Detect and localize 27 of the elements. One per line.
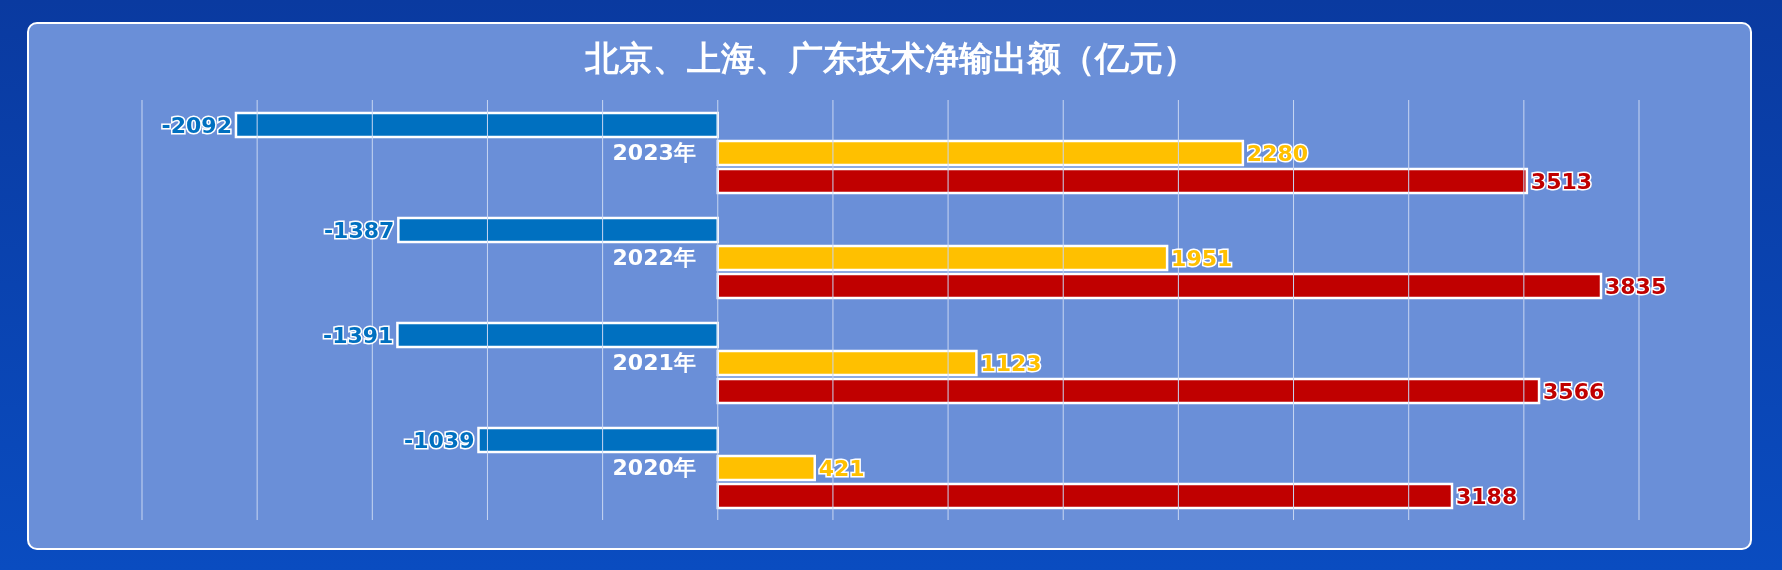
- bar: [234, 111, 720, 139]
- bar: [397, 216, 720, 244]
- bar: [716, 454, 816, 482]
- data-label: 3188: [1455, 483, 1518, 509]
- bar: [716, 139, 1245, 167]
- chart-title: 北京、上海、广东技术净输出额（亿元）: [583, 37, 1198, 80]
- bar: [716, 244, 1169, 272]
- data-label: 2280: [1246, 140, 1309, 166]
- data-label: 421: [818, 455, 865, 481]
- bar: [716, 377, 1541, 405]
- bar: [716, 482, 1454, 510]
- data-label: 3566: [1543, 378, 1605, 404]
- y-tick-label: 2023年: [611, 138, 696, 167]
- data-label: 3835: [1605, 273, 1667, 299]
- data-label: 1123: [980, 350, 1042, 376]
- bar: [716, 272, 1603, 300]
- y-tick-label: 2020年: [611, 453, 696, 482]
- bar: [477, 426, 720, 454]
- data-label: 1951: [1171, 245, 1233, 271]
- data-label: -1039: [404, 427, 475, 453]
- data-label: 3513: [1530, 168, 1593, 194]
- y-tick-label: 2021年: [611, 348, 696, 377]
- y-tick-label: 2022年: [611, 243, 696, 272]
- bar: [396, 321, 720, 349]
- bar: [716, 167, 1529, 195]
- data-label: -2092: [161, 112, 232, 138]
- bar: [716, 349, 978, 377]
